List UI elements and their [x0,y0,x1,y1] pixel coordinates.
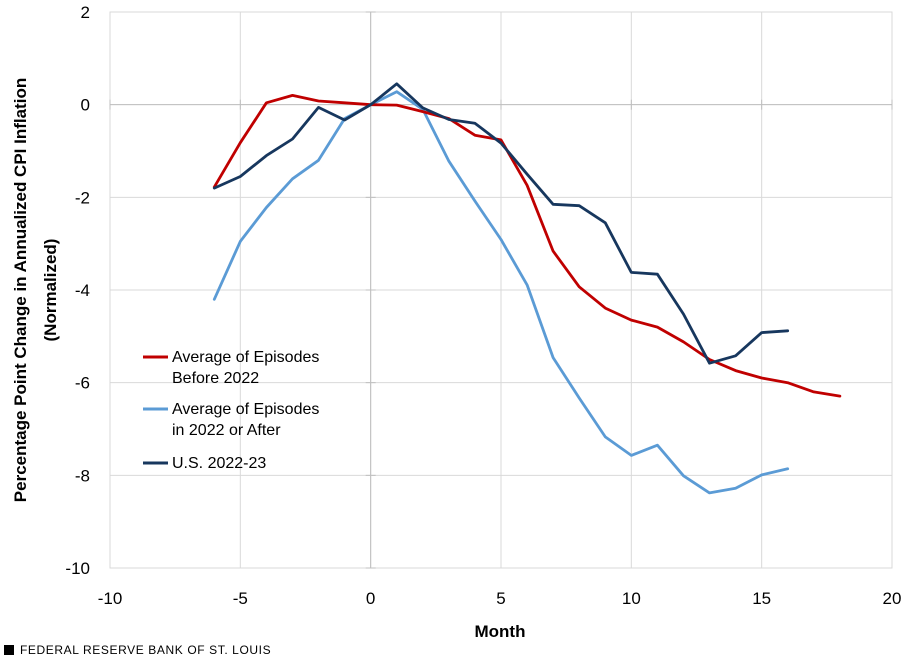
y-axis-title-line-2: (Normalized) [41,239,60,342]
y-tick-label: -4 [75,281,90,300]
x-tick-label: 10 [622,589,641,608]
series-line-1 [212,94,842,398]
x-tick-label: -5 [233,589,248,608]
x-axis-title: Month [475,622,526,641]
y-tick-label: -2 [75,188,90,207]
y-tick-label: 2 [81,3,90,22]
footer-square-icon [4,645,14,655]
legend: Average of Episodes Before 2022 Average of… [143,349,319,472]
x-tick-label: 5 [496,589,505,608]
y-tick-label: -8 [75,466,90,485]
series-line-2 [212,90,790,495]
series-lines [212,82,842,495]
legend-label: Average of Episodes [172,349,319,366]
x-tick-label: 15 [752,589,771,608]
series-line-3 [212,82,790,365]
legend-label: in 2022 or After [172,422,281,439]
source-footer: FEDERAL RESERVE BANK OF ST. LOUIS [4,643,271,657]
legend-label: Average of Episodes [172,401,319,418]
x-tick-label: 20 [883,589,902,608]
y-tick-label: -6 [75,374,90,393]
footer-text: FEDERAL RESERVE BANK OF ST. LOUIS [20,643,272,657]
y-tick-label: 0 [81,96,90,115]
legend-label: U.S. 2022-23 [172,455,266,472]
y-axis-title: Percentage Point Change in Annualized CP… [11,78,60,502]
x-tick-label: 0 [366,589,375,608]
x-tick-label: -10 [98,589,123,608]
y-axis-title-line-1: Percentage Point Change in Annualized CP… [11,78,30,502]
y-tick-label: -10 [65,559,90,578]
legend-label: Before 2022 [172,370,259,387]
gridlines [109,11,893,569]
